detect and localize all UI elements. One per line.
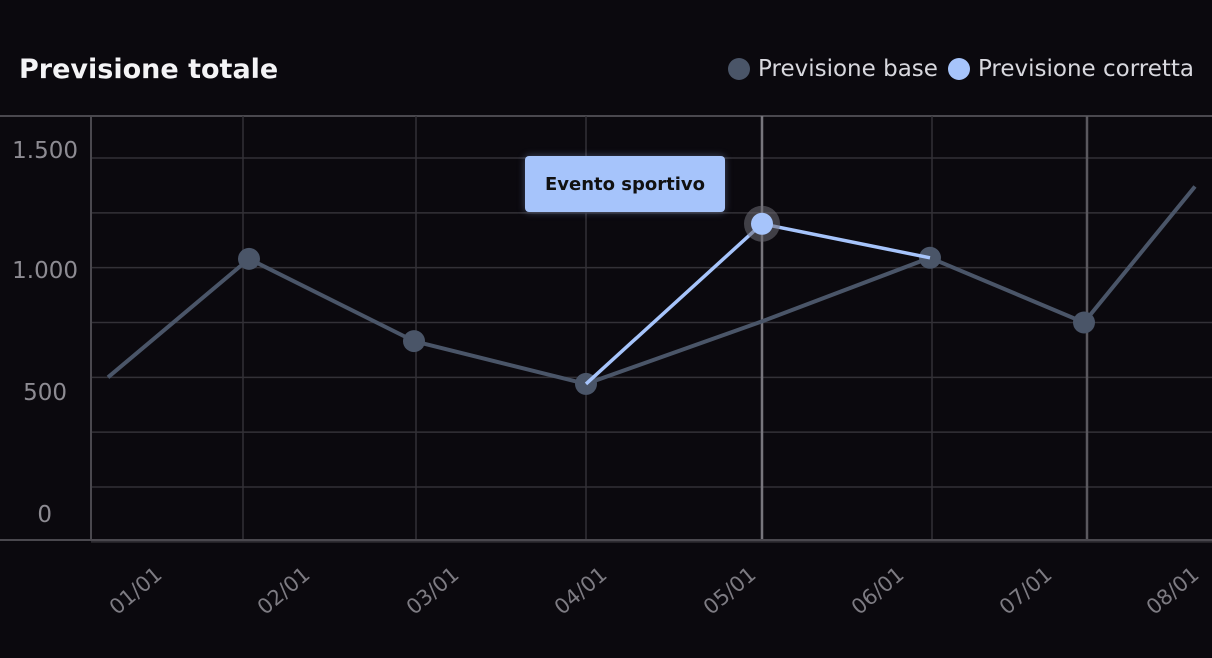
data-point: [751, 212, 773, 235]
legend-item-base[interactable]: Previsione base: [728, 56, 938, 82]
x-tick-label: 05/01: [699, 562, 761, 619]
y-tick-label: 500: [23, 380, 67, 406]
x-tick-label: 07/01: [995, 562, 1057, 619]
legend-label-corrected: Previsione corretta: [977, 56, 1194, 82]
legend-dot-corrected-icon: [947, 58, 970, 80]
legend-label-base: Previsione base: [758, 56, 938, 82]
series-line-0: [106, 185, 1197, 386]
chart-title: Previsione totale: [19, 54, 279, 85]
legend-item-corrected[interactable]: Previsione corretta: [947, 56, 1194, 82]
x-tick-label: 02/01: [253, 562, 315, 619]
x-tick-label: 06/01: [847, 562, 909, 619]
legend: Previsione base Previsione corretta: [728, 56, 1194, 82]
x-tick-label: 03/01: [402, 562, 464, 619]
data-point: [1073, 311, 1095, 334]
y-tick-label: 1.000: [12, 258, 78, 284]
x-tick-label: 08/01: [1142, 562, 1204, 619]
x-tick-label: 04/01: [550, 562, 612, 619]
y-tick-label: 1.500: [12, 138, 78, 164]
legend-dot-base-icon: [728, 58, 751, 80]
series-line-1: [584, 222, 931, 386]
x-tick-label: 01/01: [105, 562, 167, 619]
annotation-tooltip: Evento sportivo: [525, 156, 725, 212]
data-point: [238, 247, 260, 270]
data-point: [403, 330, 425, 353]
y-tick-label: 0: [37, 502, 52, 528]
